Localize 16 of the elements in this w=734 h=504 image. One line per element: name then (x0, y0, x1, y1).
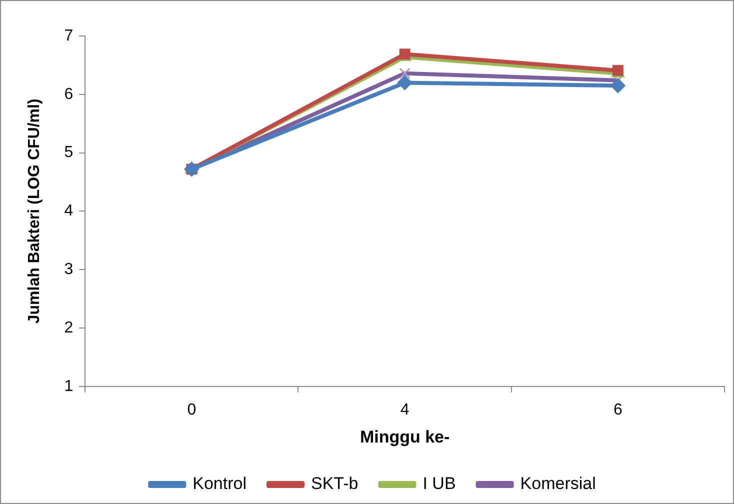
legend-label: I UB (422, 474, 456, 494)
x-axis-title: Minggu ke- (360, 427, 450, 446)
x-tick-label: 6 (613, 401, 622, 418)
x-tick-label: 4 (400, 401, 410, 418)
y-tick-label: 2 (64, 319, 74, 336)
y-tick-label: 5 (64, 144, 74, 162)
y-axis-title: Jumlah Bakteri (LOG CFU/ml) (26, 98, 44, 324)
legend-label: Kontrol (192, 474, 247, 494)
legend-label: Komersial (520, 474, 596, 494)
y-tick-label: 7 (64, 27, 74, 44)
legend-label: SKT-b (310, 474, 358, 494)
x-tick-label: 0 (187, 401, 196, 418)
y-tick-label: 6 (64, 86, 74, 103)
y-tick-label: 3 (64, 261, 74, 278)
y-tick-label: 4 (64, 202, 74, 220)
y-tick-label: 1 (64, 378, 74, 395)
